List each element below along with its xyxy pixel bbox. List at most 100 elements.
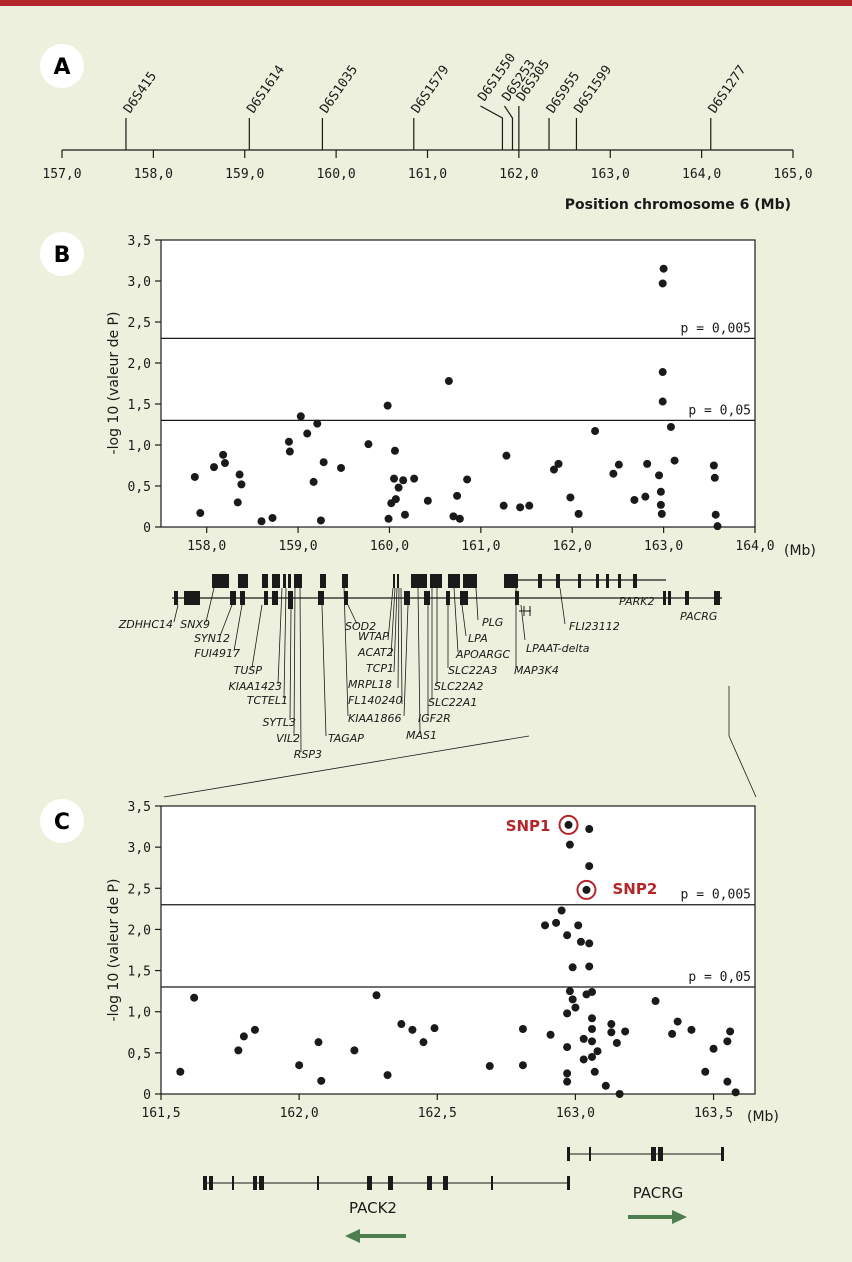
data-point — [350, 1046, 359, 1055]
panel-c-plot: 161,5 162,0 162,5 163,0 163,5 0 0,5 1,0 1,5 2,0 2,… — [106, 800, 779, 1125]
gene-label: SLC22A3 — [448, 664, 497, 677]
data-point — [383, 401, 392, 410]
gene-label: PLG — [482, 616, 503, 629]
data-point — [713, 522, 722, 531]
data-point — [516, 503, 525, 512]
data-point — [709, 1044, 718, 1053]
data-point — [419, 1038, 428, 1047]
data-point — [399, 476, 408, 485]
x-tick-label: 162,0 — [280, 1106, 319, 1121]
data-point — [390, 446, 399, 455]
data-point — [235, 470, 244, 479]
data-point — [319, 458, 328, 467]
data-point — [609, 469, 618, 478]
data-point — [219, 450, 228, 459]
data-point — [731, 1088, 740, 1097]
data-point — [239, 1032, 248, 1041]
data-point — [587, 1024, 596, 1033]
y-tick-label: 2,0 — [128, 923, 151, 938]
data-point — [518, 1061, 527, 1070]
x-tick-label: 161,0 — [461, 539, 500, 554]
data-point — [612, 1038, 621, 1047]
data-point — [257, 517, 266, 526]
data-point — [587, 1052, 596, 1061]
data-point — [643, 459, 652, 468]
data-point — [711, 510, 720, 519]
gene-map-b: ZDHHC14 SNX9 SYN12 FUI4917 TUSP KIAA1423… — [118, 574, 757, 798]
gene-label: TAGAP — [328, 732, 364, 745]
data-point — [687, 1025, 696, 1034]
data-point — [568, 963, 577, 972]
gene-label: SLC22A2 — [434, 680, 483, 693]
data-point — [593, 1047, 602, 1056]
gene-label: TCTEL1 — [247, 694, 288, 707]
gene-label: PARK2 — [619, 595, 654, 608]
gene-label: FUI4917 — [194, 647, 240, 660]
gene-label-pacrg: PACRG — [633, 1184, 684, 1202]
y-tick-label: 2,0 — [128, 357, 151, 372]
data-point — [196, 509, 205, 518]
data-point — [449, 512, 458, 521]
x-tick-label: 157,0 — [42, 167, 81, 182]
panel-c-xunit: (Mb) — [747, 1109, 779, 1125]
data-point — [250, 1025, 259, 1034]
data-point — [541, 921, 550, 930]
data-point — [303, 429, 312, 438]
data-point — [641, 492, 650, 501]
data-point — [668, 1029, 677, 1038]
data-point — [723, 1037, 732, 1046]
threshold-label: p = 0,05 — [688, 403, 751, 418]
snp-label: SNP2 — [612, 880, 657, 898]
gene-label: FL140240 — [348, 694, 402, 707]
data-point — [423, 496, 432, 505]
data-point — [563, 1077, 572, 1086]
arrow-right — [628, 1210, 687, 1224]
data-point — [658, 397, 667, 406]
snp-ring — [576, 879, 597, 900]
data-point — [190, 472, 199, 481]
data-point — [453, 491, 462, 500]
marker-label: D6S1599 — [571, 63, 615, 116]
marker-label: D6S1579 — [409, 63, 453, 116]
gene-label: LPA — [468, 632, 488, 645]
data-point — [410, 474, 419, 483]
panel-badge-b: B — [40, 232, 84, 276]
data-point — [614, 460, 623, 469]
y-tick-label: 3,0 — [128, 275, 151, 290]
data-point — [499, 501, 508, 510]
data-point — [615, 1090, 624, 1098]
y-tick-label: 1,5 — [128, 965, 151, 980]
data-point — [657, 509, 666, 518]
data-point — [525, 501, 534, 510]
y-tick-label: 3,0 — [128, 841, 151, 856]
x-tick-label: 162,0 — [499, 167, 538, 182]
data-point — [309, 477, 318, 486]
data-point — [390, 474, 399, 483]
gene-label-pack2: PACK2 — [349, 1199, 397, 1217]
panel-c-plot-area — [160, 805, 756, 1095]
data-point — [701, 1067, 710, 1076]
x-tick-label: 158,0 — [134, 167, 173, 182]
data-point — [384, 514, 393, 523]
data-point — [585, 962, 594, 971]
y-tick-label: 0 — [143, 1088, 151, 1103]
x-tick-label: 164,0 — [735, 539, 774, 554]
x-tick-label: 163,0 — [591, 167, 630, 182]
data-point — [607, 1020, 616, 1029]
data-point — [210, 463, 219, 472]
data-point — [607, 1028, 616, 1037]
data-point — [630, 495, 639, 504]
y-tick-label: 2,5 — [128, 882, 151, 897]
gene-label: MAS1 — [406, 729, 437, 742]
data-point — [554, 459, 563, 468]
data-point — [408, 1025, 417, 1034]
data-point — [587, 987, 596, 996]
threshold-label: p = 0,005 — [681, 321, 751, 336]
gene-label: APOARGC — [455, 648, 511, 661]
y-tick-label: 0,5 — [128, 480, 151, 495]
data-point — [656, 500, 665, 509]
x-tick-label: 158,0 — [187, 539, 226, 554]
panel-a-marker-map: 157,0 158,0 159,0 160,0 161,0 162,0 163,0 164,0… — [42, 51, 812, 213]
panel-b-plot-area — [160, 239, 756, 528]
data-point — [316, 516, 325, 525]
